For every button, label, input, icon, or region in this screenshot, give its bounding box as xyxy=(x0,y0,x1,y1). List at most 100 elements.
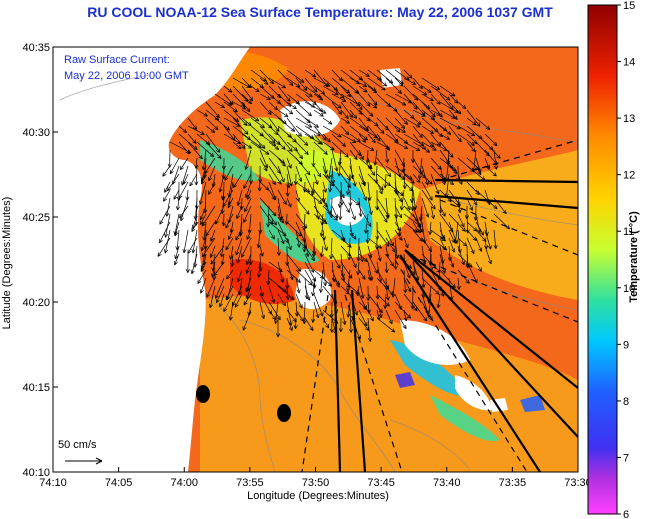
current-vector-head xyxy=(396,214,399,219)
current-vector-head xyxy=(319,199,323,204)
current-vector xyxy=(403,77,416,85)
current-vector-head xyxy=(274,315,277,320)
current-vector xyxy=(385,77,402,94)
current-vector-head xyxy=(378,314,382,318)
current-vector-head xyxy=(299,319,304,322)
current-vector-head xyxy=(398,238,403,241)
current-vector xyxy=(448,197,461,208)
current-vector-head xyxy=(356,155,358,160)
current-vector xyxy=(295,157,311,176)
current-vector xyxy=(295,189,300,202)
current-vector xyxy=(430,133,441,147)
current-vector-head xyxy=(357,102,361,107)
current-vector-head xyxy=(472,142,477,145)
current-vector xyxy=(394,141,409,149)
current-vector-head xyxy=(425,311,429,315)
current-vector-head xyxy=(349,176,351,181)
current-vector-head xyxy=(249,144,252,149)
current-vector-head xyxy=(199,201,203,205)
current-vector-head xyxy=(449,183,454,185)
current-vector-head xyxy=(385,215,389,219)
current-vector xyxy=(466,181,480,195)
current-vector-head xyxy=(398,306,402,311)
current-vector xyxy=(448,109,458,120)
current-vector xyxy=(484,165,497,177)
current-vector-head xyxy=(337,106,342,109)
current-vector-head xyxy=(343,193,345,198)
current-vector xyxy=(347,301,351,318)
current-vector-head xyxy=(262,292,264,297)
current-vector-head xyxy=(363,138,368,141)
current-vector-head xyxy=(380,131,385,134)
current-vector-head xyxy=(224,177,229,181)
current-vector-head xyxy=(446,133,451,135)
current-vector-head xyxy=(353,157,358,160)
current-vector xyxy=(349,229,357,240)
current-vector-head xyxy=(230,262,233,267)
current-vector xyxy=(385,165,405,180)
current-vector xyxy=(340,125,350,136)
current-vector-head xyxy=(395,265,398,270)
current-vector-head xyxy=(315,88,318,93)
current-vector-head xyxy=(463,260,465,266)
current-vector-head xyxy=(357,201,360,206)
current-vector xyxy=(277,237,280,256)
current-vector xyxy=(250,141,270,155)
colorbar-tick-label: 9 xyxy=(623,339,629,351)
current-vector-head xyxy=(476,201,478,206)
current-vector-head xyxy=(298,197,301,202)
current-vector xyxy=(223,85,233,93)
current-vector xyxy=(329,173,333,193)
current-vector xyxy=(174,221,180,237)
current-vector xyxy=(376,125,385,134)
current-vector xyxy=(234,293,243,308)
current-vector xyxy=(259,245,264,257)
current-vector-head xyxy=(349,233,353,237)
current-vector xyxy=(412,109,426,117)
current-vector xyxy=(259,157,268,172)
current-vector-head xyxy=(347,89,351,94)
current-vector-head xyxy=(305,86,308,91)
current-vector-head xyxy=(285,296,289,300)
current-vector-head xyxy=(216,116,220,121)
current-vector-head xyxy=(465,264,469,269)
current-vector-head xyxy=(467,262,470,267)
current-vector-head xyxy=(273,139,276,144)
current-vector-head xyxy=(502,211,507,215)
current-vector-head xyxy=(185,268,189,273)
current-vector-head xyxy=(289,133,292,138)
current-vector xyxy=(259,117,273,129)
current-vector-head xyxy=(405,289,408,294)
current-vector xyxy=(358,317,370,331)
current-vector-head xyxy=(263,168,268,172)
current-vector xyxy=(421,117,439,133)
current-vector xyxy=(448,125,462,143)
current-vector xyxy=(295,237,307,249)
current-vector-head xyxy=(247,86,252,89)
current-vector-head xyxy=(324,136,327,141)
current-vector xyxy=(358,301,368,311)
current-vector xyxy=(466,221,478,232)
current-vector-head xyxy=(462,107,467,109)
current-vector-head xyxy=(201,223,206,227)
current-vector-head xyxy=(180,167,184,170)
current-vector-head xyxy=(259,252,263,257)
current-vector-head xyxy=(262,252,264,257)
current-vector-head xyxy=(191,224,194,229)
current-vector-head xyxy=(321,140,323,145)
current-vector xyxy=(475,221,484,236)
current-vector-head xyxy=(349,183,351,188)
current-vector-head xyxy=(319,253,322,258)
current-vector-head xyxy=(285,192,289,197)
current-vector xyxy=(384,293,387,309)
current-vector xyxy=(241,133,262,148)
current-vector-head xyxy=(346,313,349,318)
current-vector-head xyxy=(243,123,248,126)
current-vector-head xyxy=(331,278,335,283)
current-vector-head xyxy=(328,284,333,287)
current-vector xyxy=(295,77,308,91)
current-vector xyxy=(421,189,436,210)
current-vector xyxy=(206,277,216,298)
current-vector-head xyxy=(270,97,275,99)
current-vector-head xyxy=(367,277,371,281)
